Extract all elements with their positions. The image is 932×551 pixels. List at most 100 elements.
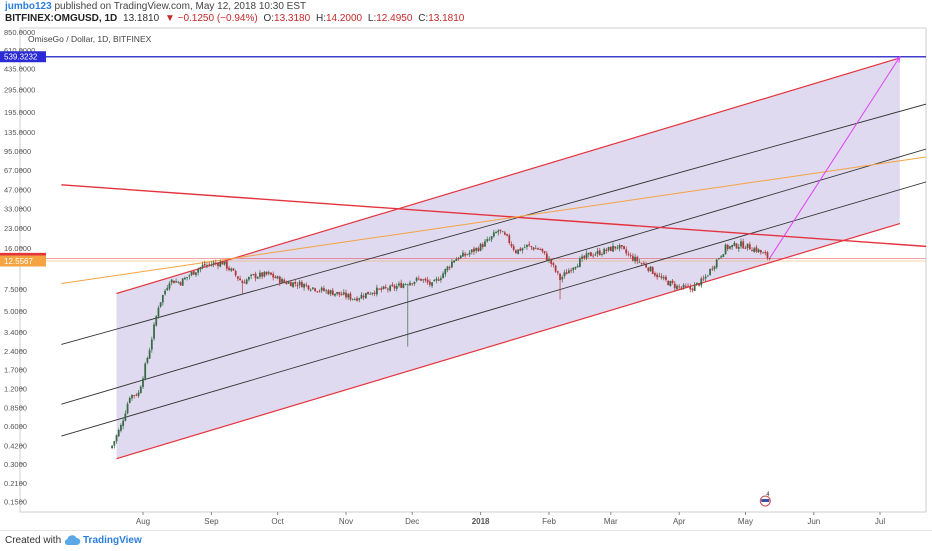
- candle-body-23: [159, 302, 162, 307]
- candle-body-256: [673, 283, 676, 289]
- candle-body-282: [731, 245, 734, 248]
- candle-body-65: [252, 274, 255, 276]
- trend-line-3: [61, 103, 926, 345]
- candle-body-183: [512, 246, 515, 250]
- candle-body-294: [757, 249, 760, 252]
- candle-body-78: [281, 279, 283, 283]
- candle-body-127: [389, 285, 392, 291]
- price-chart[interactable]: 850.0000 610.0000 435.0000 295.0000 195.0000…: [0, 26, 932, 530]
- ohlc-values: O:13.3180 H:14.2000 L:12.4950 C:13.1810: [263, 13, 467, 24]
- candle-body-3: [115, 435, 118, 442]
- candle-body-71: [265, 271, 268, 275]
- y-tick-label-7: 95.0000: [4, 147, 31, 156]
- candle-body-248: [656, 274, 659, 278]
- y-tick-label-6: 135.0000: [4, 128, 35, 137]
- candle-body-46: [210, 264, 213, 266]
- candle-body-156: [453, 260, 456, 263]
- y-tick-label-19: 0.8500: [4, 403, 27, 412]
- candle-body-144: [426, 279, 429, 283]
- candle-body-268: [700, 278, 703, 286]
- candle-body-137: [411, 283, 414, 285]
- candle-body-197: [543, 251, 546, 253]
- candle-body-131: [398, 283, 400, 286]
- candle-body-19: [150, 339, 153, 350]
- x-tick-label-4: Nov: [339, 517, 353, 526]
- candle-body-97: [323, 288, 325, 291]
- candle-body-234: [625, 249, 628, 254]
- y-tick-label-1: 850.0000: [4, 28, 35, 37]
- y-tick-label-14: 5.0000: [4, 307, 27, 316]
- candle-body-145: [428, 281, 431, 285]
- candle-body-143: [424, 278, 427, 281]
- candle-body-115: [362, 295, 365, 298]
- x-tick-label-2: Sep: [204, 517, 219, 526]
- candle-body-39: [195, 272, 197, 276]
- tradingview-brand[interactable]: TradingView: [83, 535, 142, 546]
- candle-body-182: [510, 244, 513, 247]
- candle-body-201: [552, 263, 555, 265]
- y-tick-label-4: 295.0000: [4, 86, 35, 95]
- candle-body-277: [720, 256, 723, 258]
- candle-body-16: [144, 363, 147, 379]
- candle-body-95: [318, 290, 321, 292]
- candle-body-92: [312, 287, 314, 289]
- candle-body-169: [481, 244, 484, 248]
- candle-body-297: [764, 252, 767, 254]
- candle-body-28: [170, 279, 173, 283]
- y-tick-label-11: 23.0000: [4, 224, 31, 233]
- candle-body-246: [651, 267, 654, 274]
- trend-line-6: [61, 184, 926, 248]
- candle-body-161: [464, 253, 467, 256]
- candle-body-155: [451, 261, 453, 268]
- price-change: ▼ −0.1250 (−0.94%): [164, 13, 258, 24]
- candle-body-205: [561, 276, 564, 280]
- candle-body-179: [503, 232, 506, 235]
- candle-body-135: [406, 284, 409, 286]
- candle-body-217: [587, 252, 590, 255]
- candle-body-284: [735, 243, 738, 249]
- candle-body-81: [287, 282, 290, 284]
- low-value: 12.4950: [376, 13, 413, 24]
- author-link[interactable]: jumbo123: [5, 1, 52, 12]
- candle-body-4: [117, 429, 120, 437]
- candle-body-75: [274, 276, 277, 279]
- candle-body-22: [157, 307, 160, 317]
- candle-body-13: [137, 392, 140, 396]
- event-flag-stripe-1: [761, 499, 770, 502]
- candle-body-124: [382, 286, 385, 289]
- candle-body-79: [283, 279, 286, 283]
- y-tick-label-10: 33.0000: [4, 204, 31, 213]
- candle-body-250: [660, 276, 663, 279]
- candle-body-152: [444, 268, 447, 275]
- candle-body-232: [620, 245, 623, 247]
- candle-body-108: [347, 294, 350, 298]
- candle-body-228: [612, 245, 614, 252]
- candle-body-20: [153, 324, 155, 339]
- candle-body-206: [563, 272, 566, 277]
- candle-body-187: [521, 248, 524, 251]
- candle-body-50: [219, 261, 222, 267]
- candle-body-27: [168, 283, 171, 289]
- candle-body-227: [609, 246, 612, 251]
- candle-body-88: [303, 283, 305, 288]
- candle-body-267: [698, 283, 700, 286]
- candle-body-194: [537, 248, 539, 250]
- candle-body-259: [680, 287, 683, 289]
- candle-body-80: [285, 282, 288, 285]
- candle-body-240: [638, 262, 641, 263]
- tradingview-cloud-icon: [64, 535, 81, 545]
- candle-body-164: [470, 249, 473, 253]
- price-label-1: 539.3232: [4, 53, 38, 62]
- candle-body-134: [404, 283, 407, 285]
- candle-body-140: [417, 278, 420, 280]
- candle-body-220: [594, 254, 597, 256]
- candle-body-253: [667, 280, 670, 286]
- candle-body-295: [759, 249, 762, 253]
- candle-body-193: [534, 248, 537, 250]
- candle-body-276: [718, 258, 720, 260]
- candle-body-153: [446, 266, 449, 271]
- candle-body-173: [490, 236, 493, 240]
- candle-body-296: [762, 252, 764, 254]
- y-tick-label-18: 1.2000: [4, 385, 27, 394]
- candle-body-171: [486, 239, 489, 242]
